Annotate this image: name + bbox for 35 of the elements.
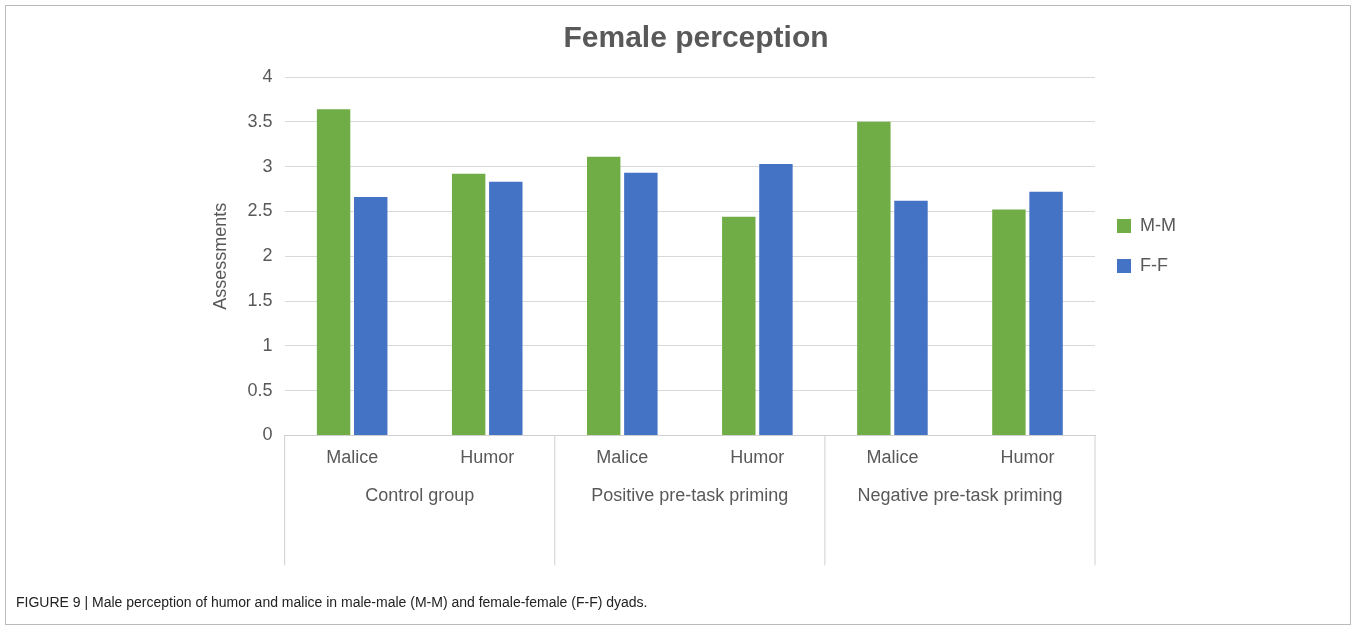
x-tick-label: Malice	[596, 447, 649, 468]
x-tick-label: Humor	[1000, 447, 1055, 468]
x-tick-label: Malice	[866, 447, 919, 468]
y-tick-label: 0.5	[247, 379, 273, 400]
bar	[1029, 191, 1063, 435]
y-tick-label: 3.5	[247, 110, 273, 131]
y-tick-label: 1.5	[247, 289, 273, 310]
y-tick-label: 4	[262, 65, 273, 86]
x-tick-label: Malice	[326, 447, 379, 468]
y-tick-label: 2	[262, 245, 273, 266]
bar	[354, 197, 388, 435]
chart-title: Female perception	[563, 20, 829, 54]
text: Negative pre-task priming	[857, 485, 1063, 506]
legend-label: M-M	[1140, 214, 1176, 235]
bar	[316, 109, 351, 435]
x-tick-label: Humor	[730, 447, 785, 468]
y-tick-label: 3	[262, 155, 273, 176]
bar	[857, 121, 891, 435]
caption: FIGURE 9 | Male perception of humor and malice in male-male (M-M) and female-female (F-F) dyads.	[16, 594, 648, 610]
bar	[587, 156, 621, 435]
x-tick-label: Humor	[460, 447, 515, 468]
y-tick-label: 2.5	[247, 200, 273, 221]
legend-label: F-F	[1140, 254, 1169, 275]
bar	[489, 181, 523, 435]
y-tick-label: 1	[262, 334, 273, 355]
bar	[722, 216, 756, 435]
bar	[894, 200, 928, 435]
y-axis-title: Assessments	[209, 202, 230, 310]
bar	[992, 209, 1026, 435]
text: Control group	[365, 485, 475, 506]
y-tick-label: 0	[262, 424, 273, 445]
bar	[759, 163, 793, 435]
bar	[451, 173, 486, 435]
bar	[624, 172, 658, 435]
text: Positive pre-task priming	[591, 485, 789, 506]
